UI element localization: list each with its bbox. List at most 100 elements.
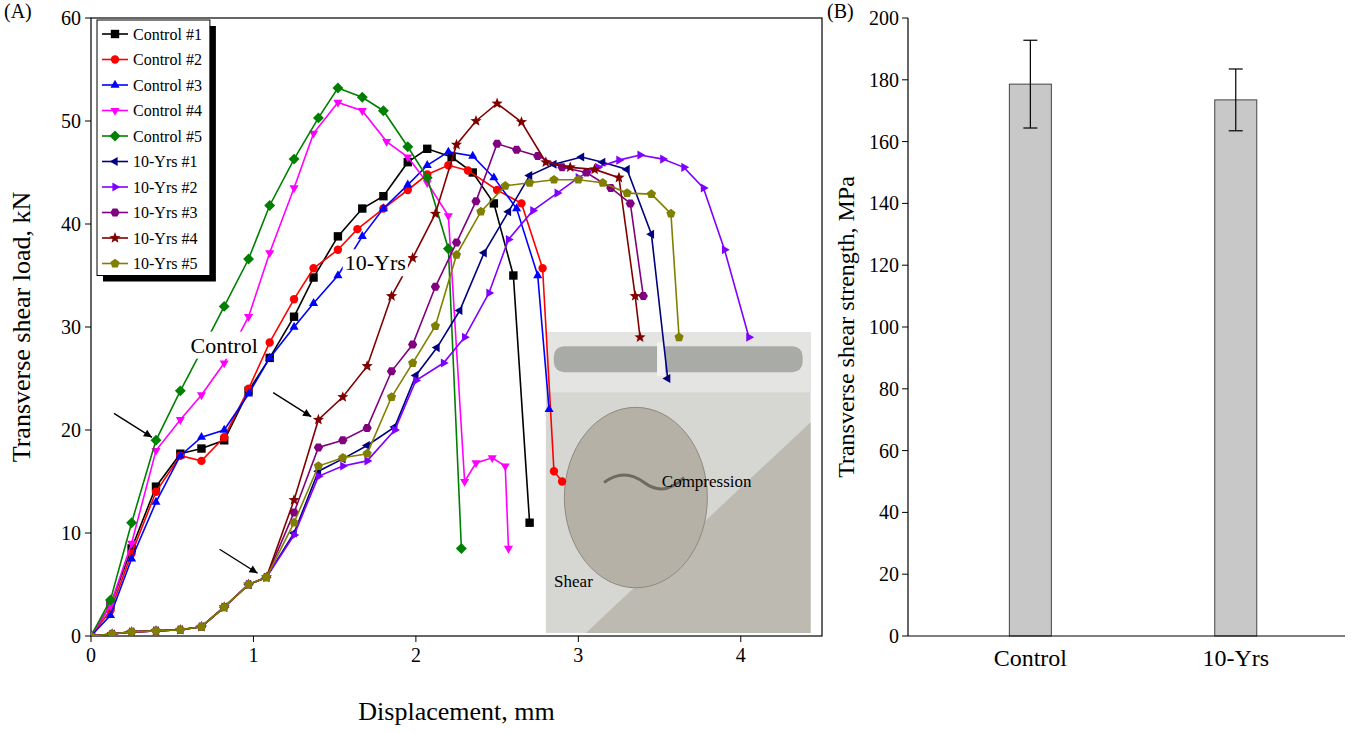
series-marker bbox=[363, 449, 372, 458]
y-tick bbox=[85, 224, 91, 225]
series-marker bbox=[289, 154, 300, 165]
panel-a: (A)012340102030405060Displacement, mmTra… bbox=[4, 0, 822, 726]
y-tick bbox=[902, 388, 908, 389]
y-axis-title: Transverse shear strength, MPa bbox=[833, 176, 859, 478]
series-marker bbox=[290, 295, 298, 303]
arrow-head bbox=[249, 566, 258, 574]
y-tick bbox=[902, 327, 908, 328]
annotation: 10-Yrs bbox=[345, 250, 406, 275]
series-group bbox=[91, 83, 754, 636]
series-marker bbox=[386, 290, 397, 301]
y-tick-label: 100 bbox=[869, 316, 899, 338]
y-tick bbox=[902, 636, 908, 637]
y-tick bbox=[85, 533, 91, 534]
series-marker bbox=[265, 250, 274, 258]
bar bbox=[1215, 100, 1257, 636]
error-bar-cap bbox=[1229, 68, 1243, 69]
series-marker bbox=[516, 116, 527, 127]
series-marker bbox=[175, 385, 186, 396]
series-marker bbox=[422, 172, 433, 183]
error-bar-cap bbox=[1023, 127, 1037, 128]
x-tick bbox=[91, 636, 92, 642]
arrow-head bbox=[143, 430, 152, 438]
series-marker bbox=[357, 92, 368, 103]
series-marker bbox=[423, 160, 432, 168]
series-marker bbox=[431, 283, 440, 291]
y-tick bbox=[902, 18, 908, 19]
y-axis-title: Transverse shear load, kN bbox=[7, 192, 36, 463]
series-marker bbox=[509, 271, 517, 279]
series-marker bbox=[175, 624, 186, 635]
legend-marker bbox=[111, 30, 119, 38]
series-marker bbox=[681, 163, 689, 172]
series-marker bbox=[634, 331, 645, 342]
series-marker bbox=[220, 360, 229, 368]
series-marker bbox=[550, 467, 558, 475]
series-marker bbox=[197, 622, 206, 631]
series-marker bbox=[265, 353, 274, 361]
series-marker bbox=[220, 602, 229, 611]
series-marker bbox=[152, 488, 160, 496]
series-marker bbox=[646, 230, 654, 239]
series-marker bbox=[471, 460, 480, 468]
annotation-background bbox=[343, 249, 408, 276]
series-marker bbox=[460, 479, 469, 487]
series-marker bbox=[150, 625, 161, 636]
series-marker bbox=[525, 178, 534, 187]
y-tick-label: 60 bbox=[879, 440, 899, 462]
series-marker bbox=[337, 391, 348, 402]
panel-label: (A) bbox=[4, 0, 32, 23]
legend-marker bbox=[111, 55, 119, 63]
series-marker bbox=[701, 183, 709, 192]
series-marker bbox=[722, 245, 730, 254]
series-line bbox=[91, 103, 640, 636]
series-marker bbox=[127, 627, 136, 636]
series-marker bbox=[468, 151, 477, 159]
series-marker bbox=[470, 115, 481, 126]
legend-box bbox=[97, 20, 210, 276]
legend-marker bbox=[110, 259, 119, 268]
series-marker bbox=[265, 338, 273, 346]
arrow-line bbox=[114, 413, 152, 437]
series-marker bbox=[176, 625, 185, 634]
series-marker bbox=[197, 457, 205, 465]
series-marker bbox=[525, 519, 533, 527]
series-marker bbox=[616, 156, 624, 165]
series-marker bbox=[662, 374, 670, 383]
series-marker bbox=[379, 203, 388, 211]
error-bar bbox=[1229, 69, 1243, 131]
series-marker bbox=[387, 392, 396, 401]
series-marker bbox=[622, 165, 630, 174]
series-line bbox=[91, 144, 643, 636]
bar bbox=[1009, 84, 1051, 636]
series-marker bbox=[517, 199, 525, 207]
y-tick-label: 40 bbox=[61, 213, 81, 235]
legend-label: 10-Yrs #3 bbox=[133, 204, 197, 221]
series-marker bbox=[574, 175, 583, 184]
series-marker bbox=[403, 180, 412, 188]
series-marker bbox=[379, 192, 387, 200]
series-marker bbox=[637, 150, 645, 159]
y-tick-label: 20 bbox=[61, 419, 81, 441]
series-marker bbox=[674, 332, 683, 341]
error-bar-stem bbox=[1030, 40, 1031, 128]
panel-b: (B)Control10-Yrs020406080100120140160180… bbox=[827, 0, 1345, 671]
y-tick-label: 200 bbox=[869, 7, 899, 29]
x-axis-title: Displacement, mm bbox=[358, 697, 554, 726]
series-marker bbox=[151, 435, 162, 446]
y-tick bbox=[902, 450, 908, 451]
series-marker bbox=[413, 376, 421, 385]
y-tick bbox=[85, 636, 91, 637]
series-marker bbox=[530, 206, 538, 215]
series-marker bbox=[486, 288, 494, 297]
legend-marker bbox=[109, 232, 120, 243]
inset-top bbox=[546, 332, 811, 392]
y-tick-label: 0 bbox=[71, 625, 81, 647]
series-marker bbox=[151, 626, 160, 635]
series-marker bbox=[647, 189, 656, 198]
series-marker bbox=[504, 546, 513, 554]
legend: Control #1Control #2Control #3Control #4… bbox=[97, 20, 216, 282]
y-tick bbox=[85, 18, 91, 19]
series-marker bbox=[333, 100, 342, 108]
series-marker bbox=[264, 200, 275, 211]
